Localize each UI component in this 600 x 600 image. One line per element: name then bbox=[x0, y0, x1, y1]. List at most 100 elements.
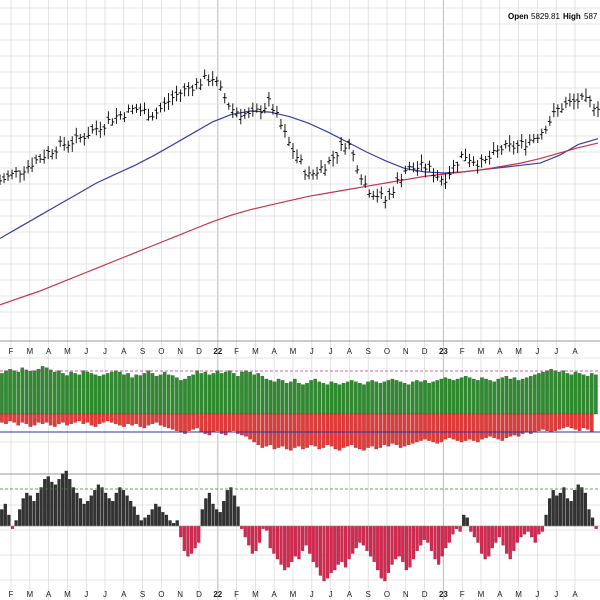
histogram-bar-positive bbox=[240, 371, 244, 415]
oscillator-bar-positive bbox=[89, 495, 93, 527]
histogram-bar-negative bbox=[69, 413, 73, 424]
oscillator-bar-positive bbox=[576, 484, 580, 527]
oscillator-bar-negative bbox=[311, 525, 315, 562]
histogram-bar-positive bbox=[203, 371, 208, 415]
histogram-bar-negative bbox=[109, 413, 114, 423]
histogram-bar-positive bbox=[20, 367, 25, 415]
oscillator-bar-positive bbox=[175, 520, 179, 527]
histogram-bar-positive bbox=[423, 380, 427, 415]
histogram-bar-negative bbox=[459, 413, 464, 443]
price-bar bbox=[0, 174, 2, 185]
price-bar bbox=[559, 103, 564, 113]
price-bar bbox=[579, 92, 584, 100]
histogram-bar-positive bbox=[260, 376, 265, 415]
oscillator-bar-negative bbox=[376, 525, 380, 571]
histogram-bar-positive bbox=[219, 373, 224, 415]
histogram-bar-negative bbox=[472, 413, 476, 441]
price-bar bbox=[250, 102, 255, 117]
histogram-bar-positive bbox=[122, 374, 126, 415]
x-tick-label-month: A bbox=[272, 590, 278, 599]
histogram-bar-positive bbox=[435, 380, 439, 415]
histogram-bar-negative bbox=[504, 413, 509, 438]
histogram-bar-negative bbox=[386, 413, 391, 447]
price-bar bbox=[519, 133, 524, 149]
price-bar bbox=[262, 102, 267, 114]
oscillator-bar-positive bbox=[96, 484, 101, 527]
price-bar bbox=[230, 103, 235, 119]
oscillator-bar-positive bbox=[222, 501, 226, 527]
moving-average-long-line bbox=[0, 142, 599, 306]
histogram-bar-negative bbox=[126, 413, 130, 424]
price-bar bbox=[54, 146, 59, 160]
oscillator-bar-positive bbox=[86, 501, 90, 527]
histogram-bar-positive bbox=[557, 371, 562, 415]
histogram-bar-positive bbox=[345, 381, 350, 415]
price-bar bbox=[170, 90, 175, 106]
oscillator-bar-negative bbox=[290, 525, 294, 562]
histogram-bar-positive bbox=[585, 376, 590, 415]
price-bar bbox=[82, 132, 87, 146]
histogram-bar-negative bbox=[236, 413, 240, 434]
oscillator-bar-negative bbox=[540, 525, 545, 532]
price-bar bbox=[90, 124, 95, 134]
histogram-bar-negative bbox=[350, 413, 354, 445]
histogram-bar-negative bbox=[402, 413, 407, 447]
histogram-bar-negative bbox=[545, 413, 549, 431]
oscillator-bar-negative bbox=[10, 525, 15, 529]
histogram-bar-positive bbox=[268, 380, 273, 415]
histogram-panel bbox=[0, 366, 600, 451]
oscillator-bar-negative bbox=[326, 525, 330, 579]
x-tick-label-month: N bbox=[177, 590, 183, 599]
histogram-bar-positive bbox=[297, 383, 301, 415]
histogram-bar-negative bbox=[12, 413, 16, 423]
histogram-bar-negative bbox=[382, 413, 387, 445]
histogram-bar-positive bbox=[77, 374, 82, 415]
oscillator-panel bbox=[0, 470, 600, 582]
price-bar bbox=[531, 133, 536, 144]
histogram-bar-positive bbox=[472, 378, 476, 415]
price-bar bbox=[158, 102, 163, 113]
x-tick-label-month: F bbox=[9, 590, 14, 599]
oscillator-bar-negative bbox=[293, 525, 297, 557]
histogram-bar-positive bbox=[528, 376, 533, 415]
oscillator-bar-positive bbox=[551, 490, 555, 527]
x-tick-label-month: A bbox=[121, 347, 127, 356]
price-bar bbox=[210, 71, 215, 87]
oscillator-bar-negative bbox=[268, 525, 272, 549]
histogram-bar-negative bbox=[496, 413, 501, 440]
x-tick-label-month: M bbox=[252, 347, 259, 356]
oscillator-bar-negative bbox=[411, 525, 416, 560]
oscillator-bar-positive bbox=[3, 503, 7, 527]
histogram-bar-negative bbox=[280, 413, 285, 447]
price-bar bbox=[431, 168, 436, 183]
histogram-bar-negative bbox=[179, 413, 183, 433]
x-tick-label-month: M bbox=[515, 590, 522, 599]
oscillator-bar-positive bbox=[229, 487, 233, 527]
oscillator-bar-positive bbox=[161, 512, 165, 527]
histogram-bar-positive bbox=[541, 371, 545, 415]
histogram-bar-positive bbox=[166, 374, 171, 415]
price-bar bbox=[583, 88, 588, 103]
histogram-bar-negative bbox=[484, 413, 488, 438]
oscillator-bar-positive bbox=[132, 506, 136, 527]
price-bar bbox=[238, 108, 243, 125]
histogram-bar-positive bbox=[301, 384, 305, 415]
x-tick-label-month: M bbox=[290, 347, 297, 356]
oscillator-bar-positive bbox=[82, 503, 86, 527]
oscillator-bar-negative bbox=[379, 525, 383, 579]
histogram-bar-negative bbox=[480, 413, 484, 440]
oscillator-bar-negative bbox=[487, 525, 491, 557]
oscillator-bar-negative bbox=[440, 525, 444, 557]
oscillator-bar-negative bbox=[257, 525, 262, 543]
oscillator-bar-negative bbox=[243, 525, 247, 538]
histogram-bar-negative bbox=[122, 413, 126, 427]
x-tick-label-month: M bbox=[26, 590, 33, 599]
histogram-bar-positive bbox=[256, 373, 261, 415]
x-tick-label-month: J bbox=[329, 347, 333, 356]
x-tick-label-month: S bbox=[366, 590, 371, 599]
oscillator-bar-negative bbox=[347, 525, 351, 560]
oscillator-bar-negative bbox=[315, 525, 319, 568]
histogram-bar-negative bbox=[219, 413, 224, 434]
x-tick-label-month: A bbox=[347, 347, 353, 356]
